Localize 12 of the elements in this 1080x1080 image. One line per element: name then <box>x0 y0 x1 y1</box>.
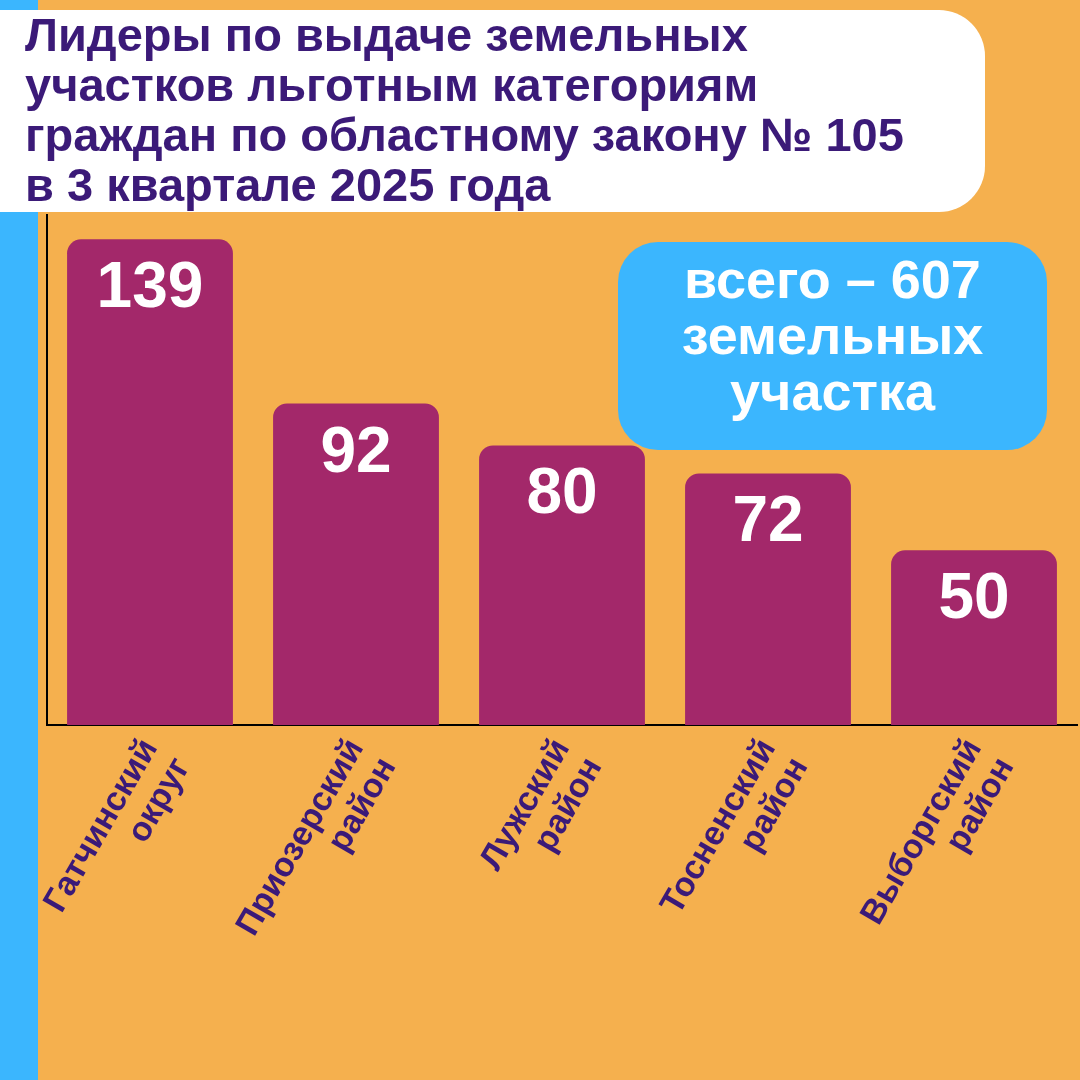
chart-title: Лидеры по выдаче земельных участков льготным категориям граждан по областному закону № 105 в 3 квартале 2025 года <box>25 8 905 211</box>
data-label: 72 <box>732 483 804 556</box>
annotation: всего – 607 земельных участка <box>681 249 984 421</box>
data-label: 80 <box>526 455 598 528</box>
data-label: 50 <box>938 560 1010 633</box>
bar <box>479 445 645 725</box>
bar <box>67 239 233 725</box>
bar <box>685 473 851 725</box>
data-label: 139 <box>96 249 204 322</box>
bar <box>891 550 1057 725</box>
data-label: 92 <box>320 413 392 486</box>
bar <box>273 403 439 725</box>
